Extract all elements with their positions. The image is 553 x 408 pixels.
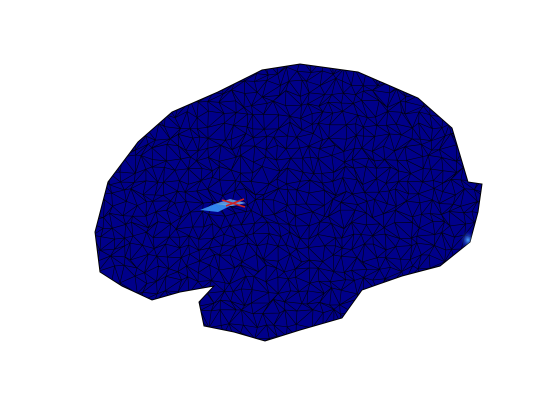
activation-spot (200, 204, 232, 212)
activation-line (225, 198, 245, 207)
activation-spot (460, 230, 476, 250)
